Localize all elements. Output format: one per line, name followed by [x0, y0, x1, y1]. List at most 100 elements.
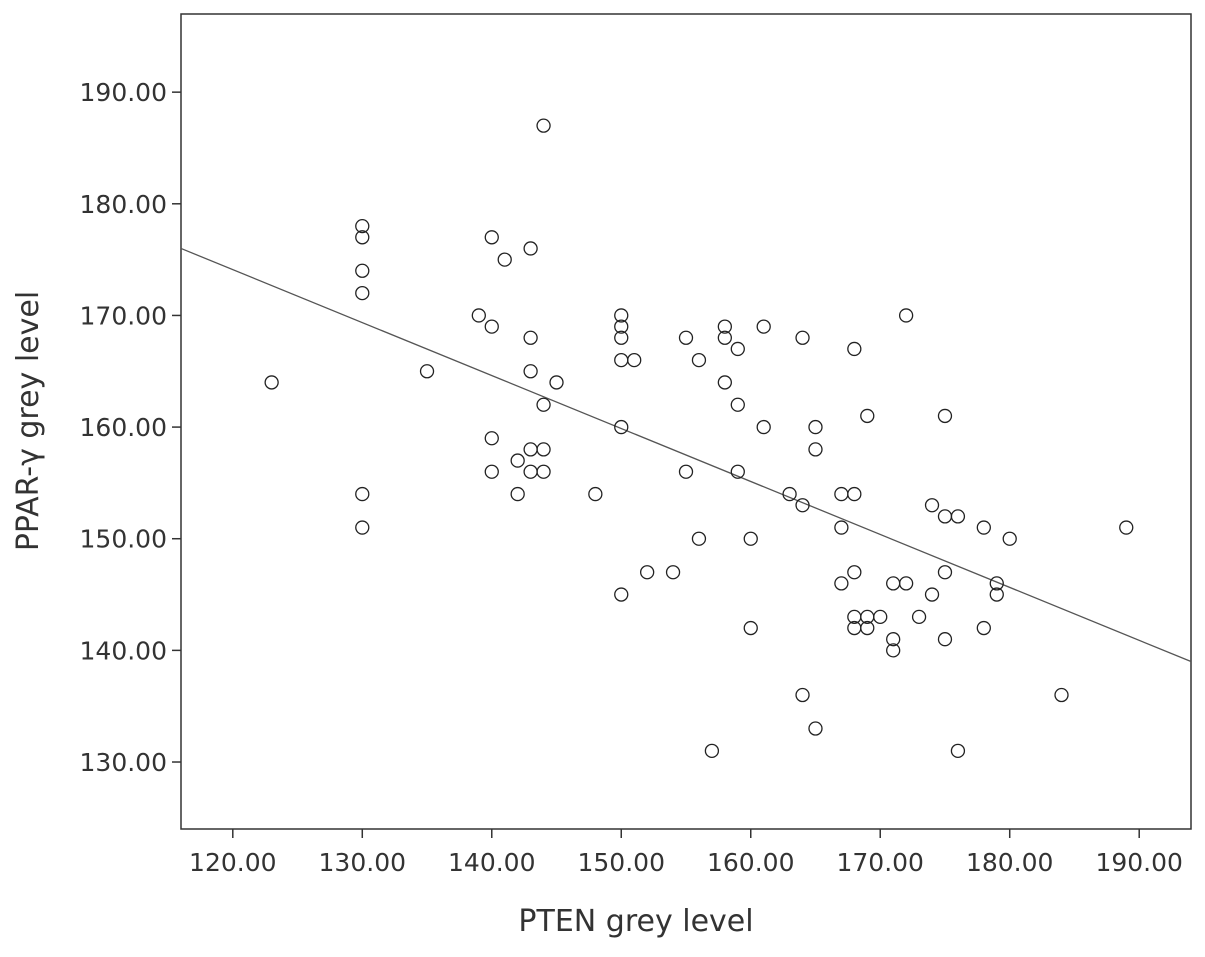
- data-point: [665, 565, 681, 580]
- y-tick-label: 170.00: [80, 301, 167, 330]
- x-tick-label: 180.00: [966, 848, 1053, 877]
- data-point: [976, 620, 991, 636]
- data-point: [536, 464, 551, 479]
- data-point: [536, 442, 551, 457]
- data-point: [924, 587, 940, 602]
- data-point: [484, 319, 499, 334]
- x-tick-label: 130.00: [319, 848, 406, 877]
- data-point: [614, 587, 629, 602]
- data-point: [924, 498, 940, 513]
- data-point: [860, 620, 875, 636]
- data-point: [886, 643, 901, 658]
- data-point: [614, 419, 629, 435]
- data-point: [355, 218, 370, 234]
- data-point: [976, 520, 991, 535]
- data-point: [730, 397, 745, 412]
- data-point: [756, 419, 771, 435]
- data-point: [886, 632, 901, 647]
- data-point: [911, 609, 927, 625]
- data-point: [717, 319, 732, 334]
- data-point: [937, 408, 953, 424]
- data-point: [795, 330, 810, 345]
- data-point: [510, 453, 525, 468]
- x-tick-label: 190.00: [1095, 848, 1182, 877]
- data-point: [989, 576, 1004, 591]
- y-axis: 130.00 140.00 150.00 160.00 170.00 180.00 190.…: [80, 78, 181, 777]
- data-point: [717, 375, 732, 390]
- data-point: [355, 285, 370, 301]
- y-tick-label: 130.00: [80, 748, 167, 777]
- data-point: [898, 308, 914, 323]
- x-tick-label: 140.00: [448, 848, 535, 877]
- y-tick-label: 140.00: [80, 636, 167, 665]
- data-point: [730, 464, 745, 479]
- data-point: [471, 308, 486, 323]
- data-point: [808, 419, 823, 435]
- data-point: [355, 486, 370, 502]
- data-point: [355, 263, 370, 278]
- data-point: [523, 241, 538, 256]
- data-point: [510, 486, 525, 502]
- data-point: [355, 520, 370, 535]
- data-point: [756, 319, 771, 334]
- x-axis: 120.00 130.00 140.00 150.00 160.00 170.00 180.…: [189, 829, 1183, 877]
- data-point: [898, 576, 914, 591]
- data-point: [536, 118, 551, 133]
- data-point: [860, 408, 875, 424]
- data-point: [484, 230, 499, 245]
- data-point: [989, 587, 1004, 602]
- data-point: [808, 442, 823, 457]
- data-point: [614, 308, 629, 323]
- data-point: [834, 520, 849, 535]
- data-point: [355, 230, 370, 245]
- data-point: [795, 687, 810, 703]
- data-point: [808, 721, 823, 736]
- y-tick-label: 180.00: [80, 190, 167, 219]
- data-point: [614, 330, 629, 345]
- data-point: [523, 364, 538, 379]
- x-tick-label: 150.00: [578, 848, 665, 877]
- data-point: [640, 565, 655, 580]
- data-point: [834, 576, 849, 591]
- data-point: [782, 486, 797, 502]
- data-point: [847, 341, 862, 357]
- data-point: [691, 531, 707, 546]
- regression-line: [180, 247, 1192, 663]
- data-point: [950, 509, 966, 524]
- data-point: [717, 330, 732, 345]
- data-point: [743, 531, 758, 546]
- data-point: [497, 252, 512, 267]
- data-point: [1002, 531, 1017, 546]
- data-point: [1119, 520, 1134, 535]
- data-point: [523, 330, 538, 345]
- data-point: [847, 486, 862, 502]
- y-tick-label: 190.00: [80, 78, 167, 107]
- x-tick-label: 160.00: [707, 848, 794, 877]
- regression-line-group: [180, 247, 1192, 663]
- data-point: [730, 341, 745, 357]
- data-point: [614, 319, 629, 334]
- data-point: [419, 364, 435, 379]
- data-point: [847, 565, 862, 580]
- data-points: [264, 118, 1134, 758]
- data-point: [691, 352, 707, 368]
- data-point: [704, 743, 720, 758]
- data-point: [678, 464, 694, 479]
- data-point: [1054, 687, 1069, 703]
- data-point: [536, 397, 551, 412]
- data-point: [950, 743, 966, 758]
- x-axis-title: PTEN grey level: [518, 904, 753, 939]
- data-point: [588, 486, 603, 502]
- data-point: [484, 431, 499, 446]
- data-point: [678, 330, 694, 345]
- data-point: [627, 352, 642, 368]
- data-point: [264, 375, 279, 390]
- y-axis-title: PPAR-γ grey level: [11, 291, 46, 551]
- data-point: [937, 632, 953, 647]
- data-point: [549, 375, 564, 390]
- x-tick-label: 120.00: [189, 848, 276, 877]
- y-tick-label: 150.00: [80, 525, 167, 554]
- data-point: [873, 609, 888, 625]
